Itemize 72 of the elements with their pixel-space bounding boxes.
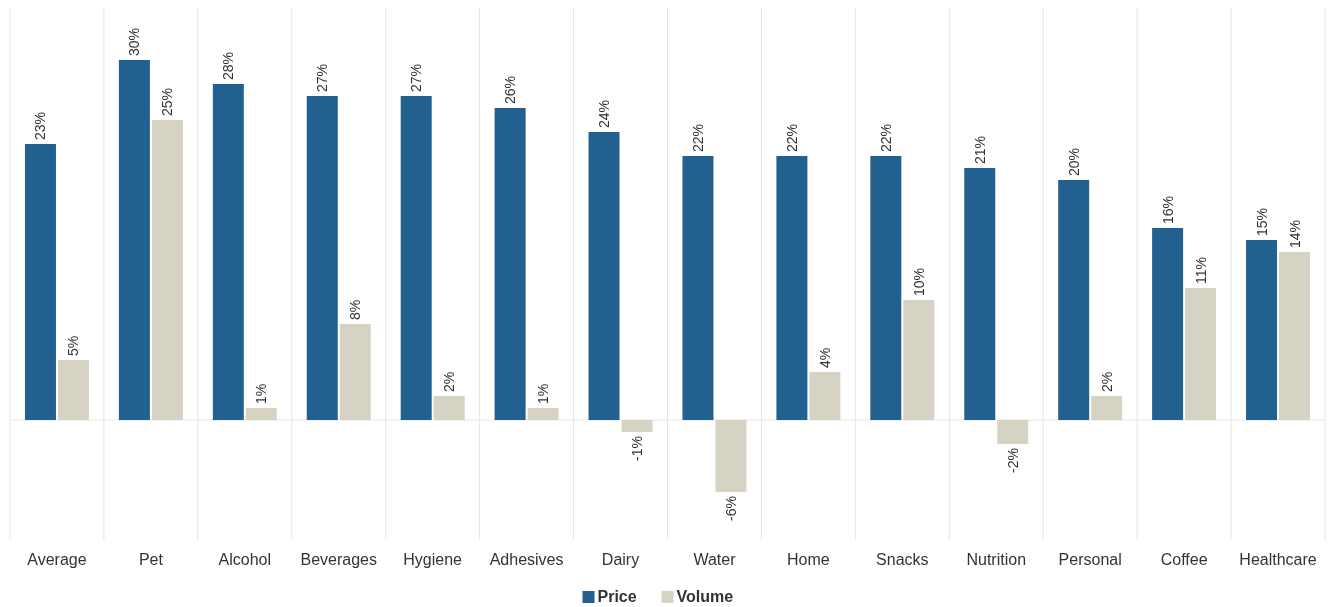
bar	[1185, 288, 1217, 420]
bar	[809, 372, 841, 420]
data-label: 4%	[816, 347, 833, 368]
data-label: 23%	[32, 111, 49, 140]
data-label: 1%	[253, 383, 270, 404]
bar	[776, 156, 808, 420]
data-label: -2%	[1004, 448, 1021, 473]
data-label: -1%	[629, 436, 646, 461]
data-label: 22%	[689, 123, 706, 152]
x-tick-label: Snacks	[876, 551, 929, 568]
data-label: 27%	[408, 63, 425, 92]
bar	[151, 120, 183, 420]
legend-label: Volume	[676, 588, 734, 605]
legend-label: Price	[597, 588, 637, 605]
bar	[997, 420, 1029, 444]
bar	[212, 84, 244, 420]
data-label: 21%	[971, 135, 988, 164]
data-label: 2%	[1098, 371, 1115, 392]
bar	[1058, 180, 1090, 420]
x-tick-label: Dairy	[601, 551, 640, 568]
bar	[1091, 396, 1123, 420]
data-label: 15%	[1253, 207, 1270, 236]
bar	[621, 420, 653, 432]
bar	[245, 408, 277, 420]
data-label: -6%	[722, 496, 739, 521]
bar	[339, 324, 371, 420]
data-label: 5%	[65, 335, 82, 356]
bar	[527, 408, 559, 420]
data-label: 20%	[1065, 147, 1082, 176]
bar	[964, 168, 996, 420]
bar	[682, 156, 714, 420]
x-tick-label: Water	[693, 551, 737, 568]
bar	[870, 156, 902, 420]
x-tick-label: Nutrition	[966, 551, 1027, 568]
bar	[903, 300, 935, 420]
data-label: 14%	[1286, 219, 1303, 248]
data-label: 25%	[159, 87, 176, 116]
bar	[306, 96, 338, 420]
data-label: 30%	[126, 27, 143, 56]
bar	[57, 360, 89, 420]
data-label: 26%	[502, 75, 519, 104]
bar	[400, 96, 432, 420]
x-tick-label: Beverages	[300, 551, 377, 568]
bar	[494, 108, 526, 420]
data-label: 22%	[783, 123, 800, 152]
data-label: 28%	[220, 51, 237, 80]
x-tick-label: Average	[27, 551, 87, 568]
x-tick-label: Pet	[138, 551, 164, 568]
bar	[1246, 240, 1278, 420]
bar	[588, 132, 620, 420]
x-tick-label: Hygiene	[403, 551, 463, 568]
x-tick-label: Home	[787, 551, 830, 568]
x-tick-label: Coffee	[1160, 551, 1208, 568]
bar	[1279, 252, 1311, 420]
data-label: 16%	[1159, 195, 1176, 224]
bar	[118, 60, 150, 420]
bar	[24, 144, 56, 420]
bar	[433, 396, 465, 420]
bar	[715, 420, 747, 492]
data-label: 8%	[347, 299, 364, 320]
x-tick-label: Personal	[1058, 551, 1122, 568]
data-label: 1%	[535, 383, 552, 404]
data-label: 11%	[1192, 257, 1209, 284]
x-tick-label: Adhesives	[489, 551, 564, 568]
data-label: 2%	[441, 371, 458, 392]
x-tick-label: Healthcare	[1239, 551, 1317, 568]
bar	[1152, 228, 1184, 420]
data-label: 27%	[314, 63, 331, 92]
x-tick-label: Alcohol	[218, 551, 272, 568]
data-label: 10%	[910, 267, 927, 296]
data-label: 22%	[877, 123, 894, 152]
data-label: 24%	[596, 99, 613, 128]
